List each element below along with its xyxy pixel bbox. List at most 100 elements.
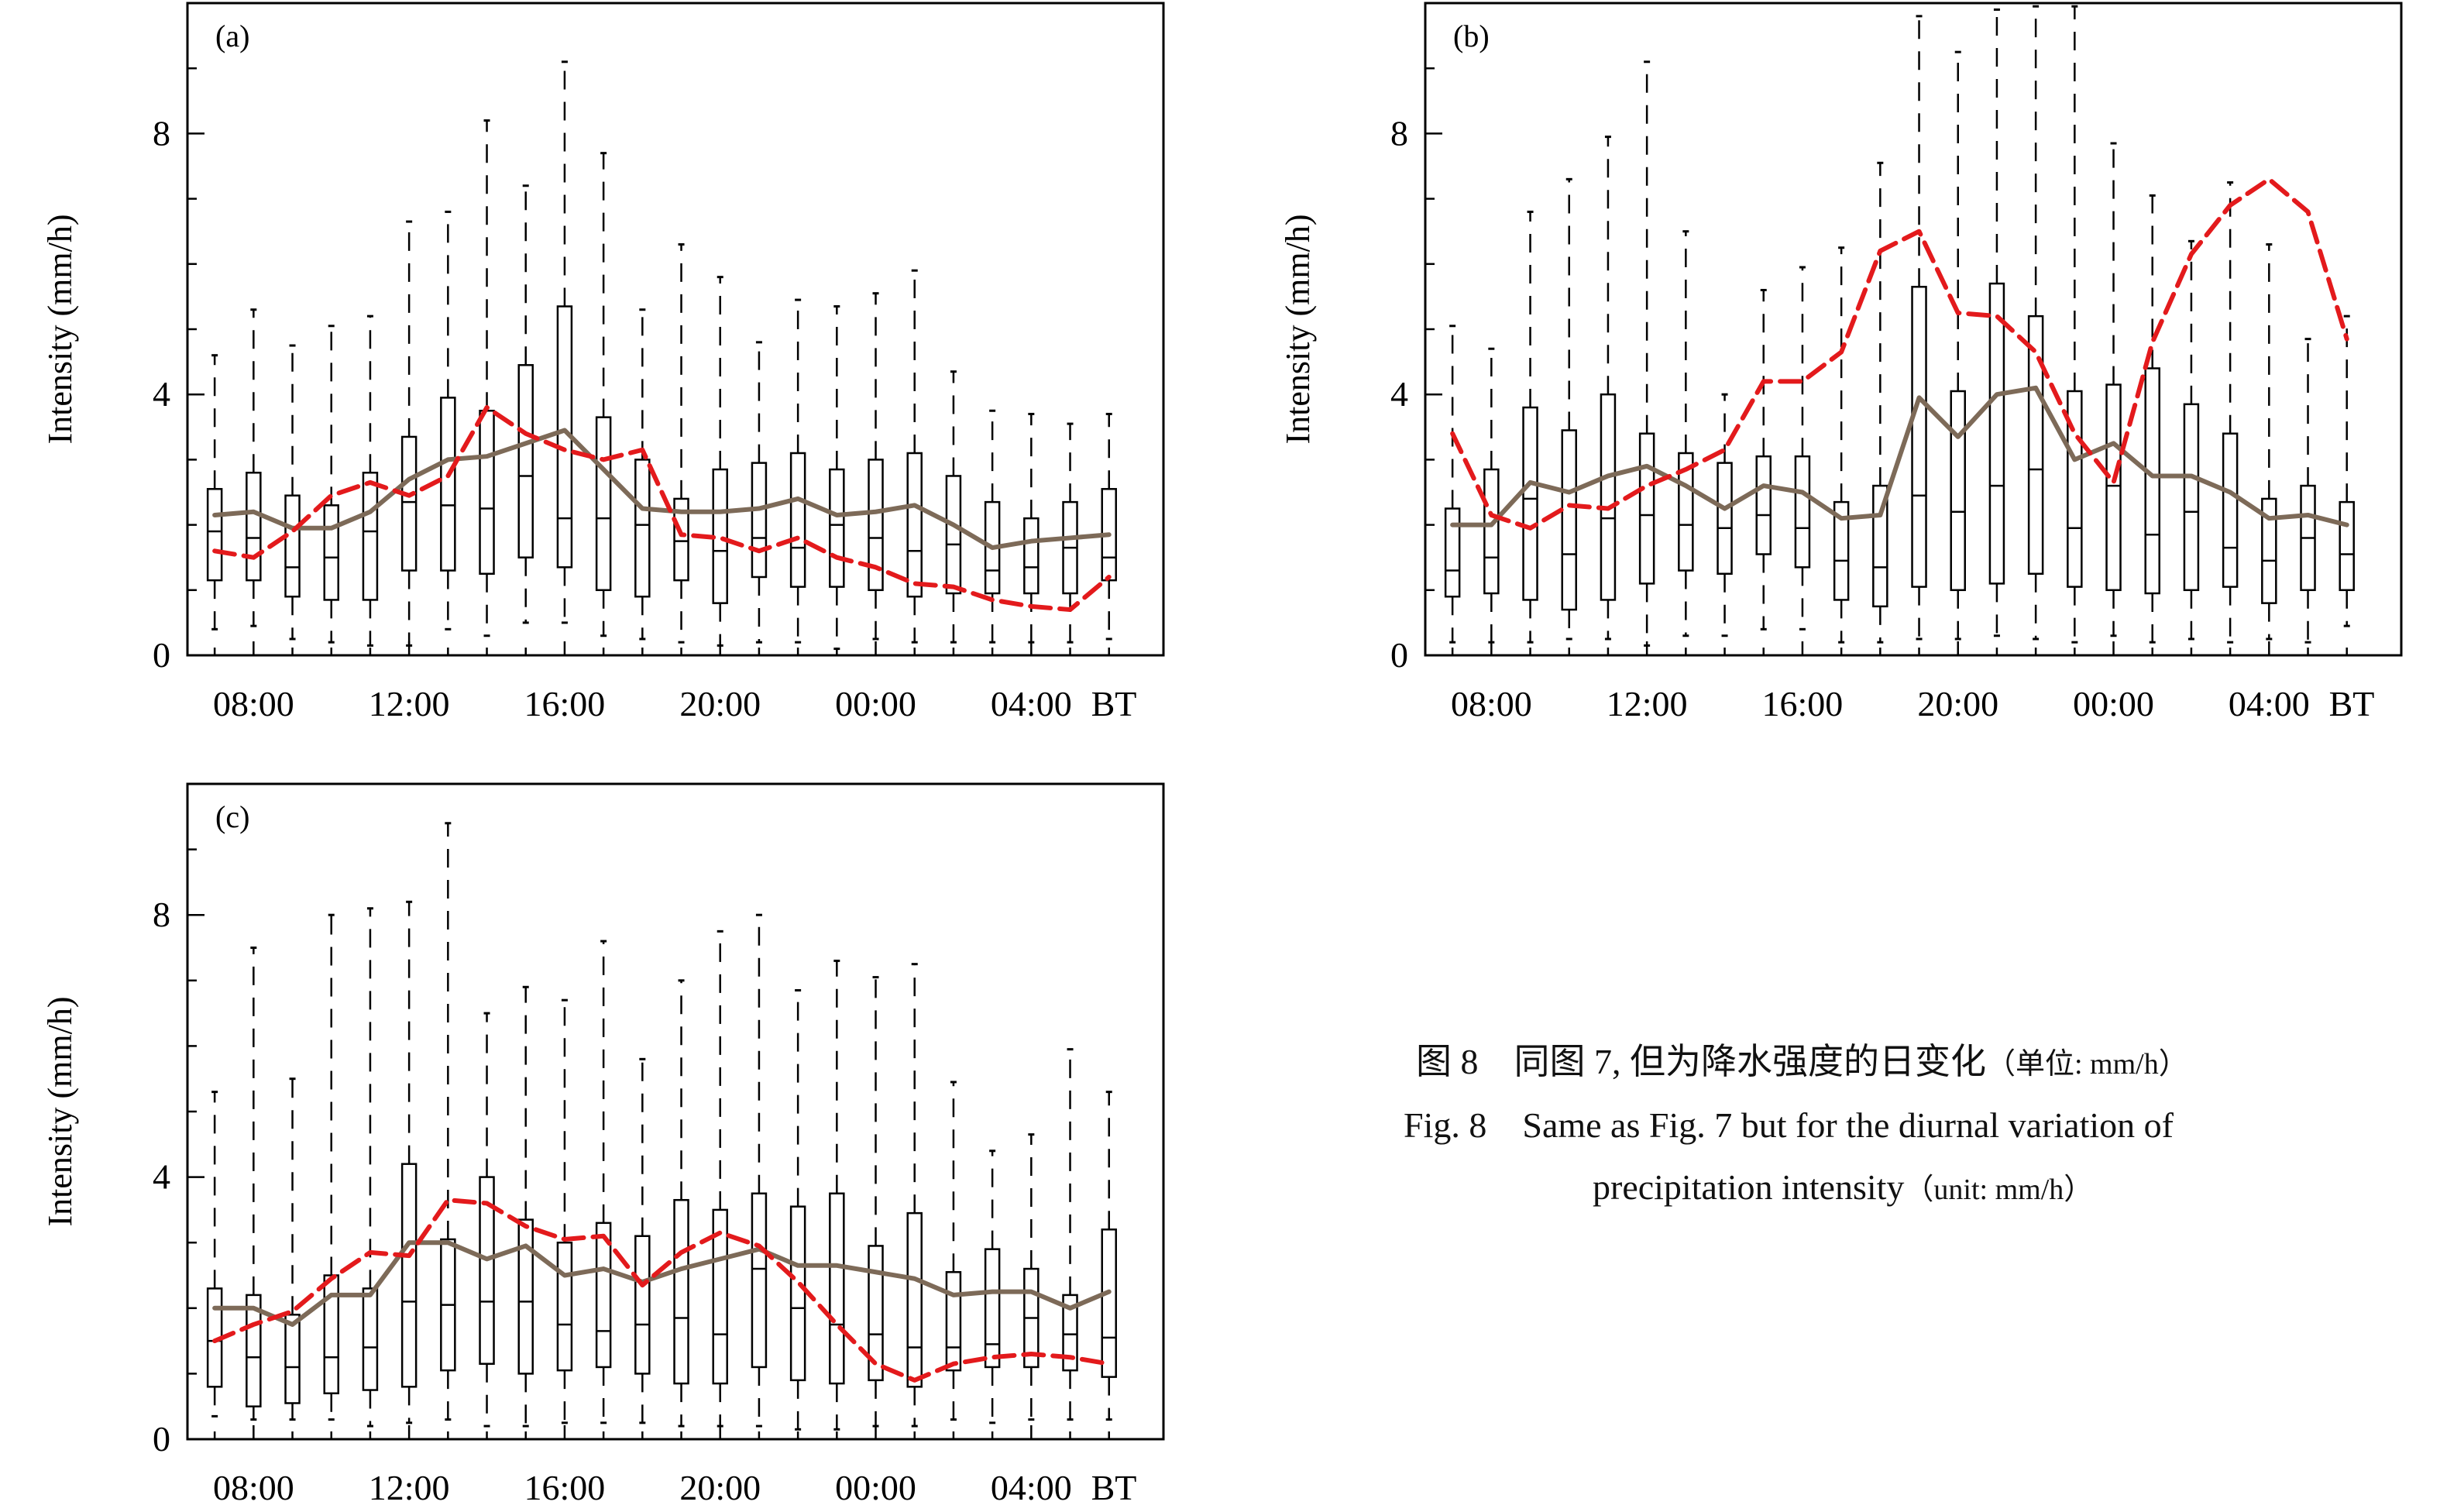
y-axis-label: Intensity (mm/h): [41, 215, 79, 445]
caption-english-line1: Fig. 8 Same as Fig. 7 but for the diurna…: [1404, 1105, 2174, 1145]
boxplot-17: [1833, 246, 1850, 644]
boxplot-22: [789, 988, 806, 1431]
boxplot-23: [2067, 5, 2083, 644]
box-iqr: [789, 452, 806, 588]
box-iqr: [362, 1287, 379, 1391]
y-tick-label: 0: [153, 1419, 170, 1459]
boxplot-21: [751, 913, 768, 1428]
x-tick-label: 04:00: [991, 1468, 1072, 1507]
x-tick-label: 12:00: [1607, 684, 1688, 723]
box-iqr: [284, 494, 301, 598]
box-iqr: [206, 488, 223, 582]
boxplot-9: [284, 344, 301, 641]
x-tick-label: 12:00: [369, 1468, 450, 1507]
boxplot-12: [400, 900, 418, 1424]
boxplot-28: [1023, 412, 1040, 644]
boxplot-10: [323, 913, 339, 1421]
boxplot-11: [362, 907, 379, 1428]
boxplot-16: [556, 998, 573, 1424]
box-iqr: [984, 1248, 1001, 1369]
boxplot-27: [984, 1149, 1001, 1424]
boxplot-13: [1678, 230, 1694, 637]
box-iqr: [2027, 314, 2044, 575]
y-tick-label: 4: [153, 1157, 170, 1197]
box-iqr: [2339, 500, 2355, 592]
box-iqr: [2261, 497, 2277, 604]
boxplot-20: [712, 276, 728, 647]
boxplot-20: [1950, 50, 1966, 641]
box-iqr: [673, 497, 689, 582]
boxplot-26: [2183, 239, 2200, 641]
box-iqr: [751, 1192, 768, 1369]
boxplot-29: [2300, 338, 2316, 644]
x-tick-label: 20:00: [1917, 684, 1998, 723]
caption-english-line2-main: precipitation intensity: [1593, 1167, 1905, 1207]
boxplot-30: [1101, 412, 1117, 641]
boxplot-22: [2027, 5, 2044, 641]
boxplot-30: [2339, 314, 2355, 627]
series-line-median: [212, 1240, 1112, 1327]
series-line-mean: [212, 405, 1112, 613]
x-tick-label: 16:00: [524, 684, 606, 723]
boxplot-13: [440, 210, 456, 631]
boxplot-14: [1717, 393, 1733, 637]
x-tick-label: 20:00: [679, 1468, 761, 1507]
boxplot-14: [479, 119, 495, 637]
x-tick-label: 12:00: [369, 684, 450, 723]
panel-label: (a): [215, 19, 249, 53]
box-iqr: [1717, 462, 1733, 575]
box-iqr: [906, 452, 923, 598]
y-tick-label: 4: [1390, 374, 1408, 414]
boxplot-8: [1483, 347, 1500, 644]
chart-panel-c: (c) 0 4 8 Intensity (mm/h) 08:00 12:00 16:00 20:…: [41, 782, 1165, 1507]
boxplot-19: [1911, 15, 1927, 641]
box-iqr: [789, 1205, 806, 1382]
caption-chinese: 图 8 同图 7, 但为降水强度的日变化（单位: mm/h）: [1416, 1044, 2188, 1080]
boxplot-16: [556, 60, 573, 624]
boxplot-23: [829, 959, 845, 1431]
box-iqr: [323, 504, 339, 601]
box-iqr: [1561, 429, 1577, 611]
box-iqr: [868, 459, 884, 592]
box-iqr: [479, 410, 495, 575]
box-iqr: [1833, 500, 1850, 601]
boxplot-10: [1561, 177, 1577, 641]
boxplot-12: [1638, 60, 1655, 647]
boxplot-21: [1988, 8, 2005, 637]
box-iqr: [1755, 455, 1772, 555]
box-iqr: [517, 364, 534, 558]
box-iqr: [479, 1176, 495, 1365]
box-iqr: [1062, 1294, 1078, 1372]
boxplot-30: [1101, 1091, 1117, 1421]
box-iqr: [2144, 367, 2160, 595]
boxplot-18: [634, 1057, 651, 1424]
box-iqr: [945, 475, 962, 595]
box-iqr: [2105, 383, 2122, 592]
box-iqr: [400, 1163, 418, 1388]
boxplot-13: [440, 822, 456, 1421]
boxplot-10: [323, 325, 339, 644]
box-iqr: [246, 471, 262, 582]
chart-panel-b: (b) 0 4 8 Intensity (mm/h) 08:00 12:00 16:00 20:…: [1279, 2, 2403, 723]
boxplot-22: [789, 298, 806, 644]
boxplot-18: [1872, 161, 1888, 644]
box-iqr: [945, 1271, 962, 1372]
boxplot-8: [246, 308, 262, 627]
box-iqr: [284, 1314, 301, 1404]
box-iqr: [595, 416, 612, 592]
boxplot-9: [284, 1077, 301, 1421]
x-tick-label: 08:00: [213, 1468, 294, 1507]
boxplot-20: [712, 930, 728, 1428]
boxplot-24: [868, 292, 884, 641]
box-iqr: [1950, 390, 1966, 592]
boxplot-28: [1023, 1133, 1040, 1421]
caption-chinese-main: 图 8 同图 7, 但为降水强度的日变化: [1416, 1042, 1986, 1081]
box-iqr: [906, 1211, 923, 1388]
box-iqr: [556, 1241, 573, 1372]
box-iqr: [1023, 517, 1040, 595]
boxplot-8: [246, 947, 262, 1421]
boxplot-7: [1444, 325, 1461, 644]
x-tick-label: 16:00: [524, 1468, 606, 1507]
boxplot-25: [2144, 194, 2160, 644]
